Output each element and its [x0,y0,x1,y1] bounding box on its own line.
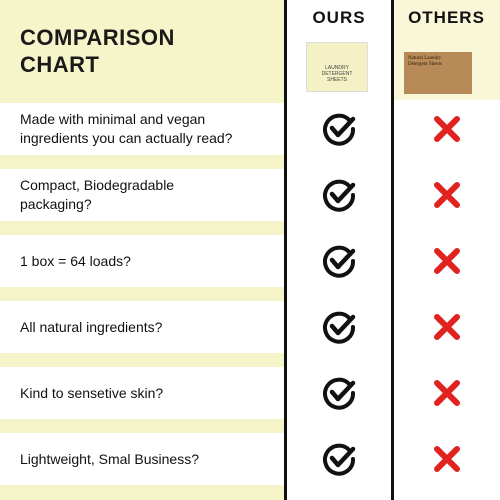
others-mark [433,115,461,143]
others-product: Natural Laundry Detergent Sheets [404,52,472,94]
divider [391,0,394,500]
check-icon [323,311,356,344]
row-band [0,433,284,485]
product-text: SHEETS [326,77,347,83]
question-line: packaging? [20,196,92,212]
question-line: ingredients you can actually read? [20,130,233,146]
row-band [0,235,284,287]
ours-mark [322,442,356,476]
others-mark [433,445,461,473]
cross-icon [434,116,460,142]
question-line: 1 box = 64 loads? [20,252,131,269]
title-line: CHART [20,52,100,77]
others-mark [433,313,461,341]
others-mark [433,247,461,275]
question: 1 box = 64 loads? [20,235,280,287]
title-line: COMPARISON [20,25,175,50]
column-header: OTHERS [408,8,485,27]
question: Lightweight, Smal Business? [20,433,280,485]
cross-icon [434,314,460,340]
check-icon [323,113,356,146]
others-mark [433,379,461,407]
product-text: Natural Laundry [408,56,442,61]
check-icon [323,443,356,476]
row-band [0,367,284,419]
question-line: Kind to sensetive skin? [20,384,164,401]
ours-product: LAUNDRY DETERGENT SHEETS [306,42,368,92]
ours-mark [322,310,356,344]
question-line: All natural ingredients? [20,318,163,335]
question-line: Compact, Biodegradable [20,177,175,193]
ours-mark [322,244,356,278]
check-icon [323,179,356,212]
row-band [0,169,284,221]
check-icon [323,377,356,410]
question-line: Made with minimal and vegan [20,111,206,127]
question-line: Lightweight, Smal Business? [20,450,199,467]
others-mark [433,181,461,209]
ours-mark [322,112,356,146]
question: All natural ingredients? [20,301,280,353]
product-text: LAUNDRY [325,65,349,71]
divider [284,0,287,500]
ours-mark [322,376,356,410]
cross-icon [434,248,460,274]
column-header: OURS [312,8,366,27]
row-band [0,103,284,155]
question: Kind to sensetive skin? [20,367,280,419]
cross-icon [434,380,460,406]
question: Compact, Biodegradable packaging? [20,169,280,221]
cross-icon [434,446,460,472]
ours-mark [322,178,356,212]
cross-icon [434,182,460,208]
row-band [0,301,284,353]
title: COMPARISON CHART [20,24,175,78]
check-icon [323,245,356,278]
question: Made with minimal and vegan ingredients y… [20,103,280,155]
product-text: DETERGENT [321,71,353,77]
product-text: Detergent Sheets [408,62,442,67]
